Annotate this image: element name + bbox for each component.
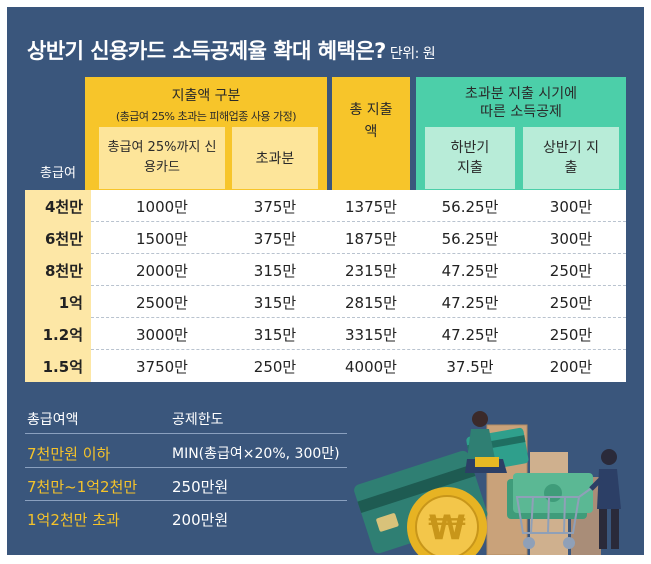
- infographic-card: 상반기 신용카드 소득공제율 확대 혜택은? 단위: 원 지출액 구분 (총급여 …: [7, 7, 644, 555]
- data-table: 4천만 1000만 375만 1375만 56.25만 300만 6천만 150…: [25, 190, 626, 382]
- col-header-first-half-label: 상반기 지출: [543, 140, 599, 176]
- row-divider: [91, 221, 626, 222]
- cell-excess: 375만: [253, 197, 297, 216]
- row-label: 8천만: [25, 254, 91, 286]
- cell-total: 2315만: [345, 261, 397, 280]
- cell-excess: 315만: [253, 325, 297, 344]
- page-title: 상반기 신용카드 소득공제율 확대 혜택은? 단위: 원: [27, 35, 436, 65]
- won-coin-icon: ₩: [407, 487, 487, 555]
- cell-card: 2500만: [136, 293, 188, 312]
- limits-value: 200만원: [172, 511, 229, 529]
- limits-income: 7천만원 이하: [27, 445, 111, 463]
- cell-second-half: 47.25만: [441, 261, 499, 280]
- cell-first-half: 250만: [549, 325, 593, 344]
- cell-first-half: 300만: [549, 197, 593, 216]
- group2-title: 초과분 지출 시기에 따른 소득공제: [465, 86, 577, 120]
- cell-excess: 315만: [253, 293, 297, 312]
- row-divider: [91, 349, 626, 350]
- limits-head-income: 총급여액: [27, 412, 79, 428]
- shopping-cart-icon: [515, 486, 594, 549]
- col-header-second-half: 하반기 지출: [425, 127, 515, 189]
- illustration: ₩: [354, 411, 621, 555]
- person-icon: [465, 411, 507, 473]
- title-unit: 단위: 원: [389, 46, 436, 62]
- group1-title: 지출액 구분: [171, 88, 241, 104]
- cell-card: 1000만: [136, 197, 188, 216]
- cell-excess: 250만: [253, 357, 297, 376]
- cell-second-half: 37.5만: [446, 357, 494, 376]
- limits-value: 250만원: [172, 478, 229, 496]
- cell-card: 3000만: [136, 325, 188, 344]
- row-label-header-text: 총급여: [40, 165, 76, 181]
- table-row: 1.2억 3000만 315만 3315만 47.25만 250만: [25, 318, 626, 350]
- cell-second-half: 47.25만: [441, 325, 499, 344]
- person-icon: [589, 449, 621, 549]
- cell-card: 3750만: [136, 357, 188, 376]
- limits-value: MIN(총급여×20%, 300만): [172, 446, 340, 462]
- cell-first-half: 300만: [549, 229, 593, 248]
- col-header-card: 총급여 25%까지 신용카드: [99, 127, 225, 189]
- row-label: 1.2억: [25, 318, 91, 350]
- limits-income: 1억2천만 초과: [27, 511, 120, 529]
- table-row: 4천만 1000만 375만 1375만 56.25만 300만: [25, 190, 626, 222]
- row-label: 1억: [25, 286, 91, 318]
- cell-total: 2815만: [345, 293, 397, 312]
- table-row: 6천만 1500만 375만 1875만 56.25만 300만: [25, 222, 626, 254]
- col-header-excess: 초과분: [232, 127, 318, 189]
- cell-first-half: 250만: [549, 261, 593, 280]
- money-stack-icon: [507, 473, 593, 519]
- limits-divider: [25, 433, 347, 434]
- cell-first-half: 200만: [549, 357, 593, 376]
- cell-total: 3315만: [345, 325, 397, 344]
- row-label: 4천만: [25, 190, 91, 222]
- col-header-excess-label: 초과분: [255, 151, 295, 167]
- col-header-second-half-label: 하반기 지출: [450, 140, 490, 176]
- limits-head-limit: 공제한도: [172, 412, 224, 428]
- title-main: 상반기 신용카드 소득공제율 확대 혜택은?: [27, 39, 386, 63]
- cell-total: 4000만: [345, 357, 397, 376]
- cell-second-half: 56.25만: [441, 197, 499, 216]
- svg-text:₩: ₩: [428, 508, 466, 548]
- cell-total: 1375만: [345, 197, 397, 216]
- cell-total: 1875만: [345, 229, 397, 248]
- cell-excess: 315만: [253, 261, 297, 280]
- limits-divider: [25, 500, 347, 501]
- table-row: 1.5억 3750만 250만 4000만 37.5만 200만: [25, 350, 626, 382]
- row-divider: [91, 285, 626, 286]
- row-divider: [91, 317, 626, 318]
- col-header-total: 총 지출액: [332, 77, 410, 190]
- group1-subtitle: (총급여 25% 초과는 피해업종 사용 가정): [115, 110, 297, 123]
- cell-first-half: 250만: [549, 293, 593, 312]
- col-header-first-half: 상반기 지출: [523, 127, 619, 189]
- row-label: 1.5억: [25, 350, 91, 382]
- cell-excess: 375만: [253, 229, 297, 248]
- limits-divider: [25, 467, 347, 468]
- table-row: 8천만 2000만 315만 2315만 47.25만 250만: [25, 254, 626, 286]
- cell-card: 2000만: [136, 261, 188, 280]
- row-label-header: 총급여: [25, 152, 91, 190]
- cell-card: 1500만: [136, 229, 188, 248]
- limits-income: 7천만~1억2천만: [27, 478, 138, 496]
- col-header-total-label: 총 지출액: [349, 102, 393, 140]
- table-row: 1억 2500만 315만 2815만 47.25만 250만: [25, 286, 626, 318]
- cell-second-half: 47.25만: [441, 293, 499, 312]
- col-header-card-label: 총급여 25%까지 신용카드: [107, 140, 217, 175]
- row-label: 6천만: [25, 222, 91, 254]
- row-divider: [91, 253, 626, 254]
- cell-second-half: 56.25만: [441, 229, 499, 248]
